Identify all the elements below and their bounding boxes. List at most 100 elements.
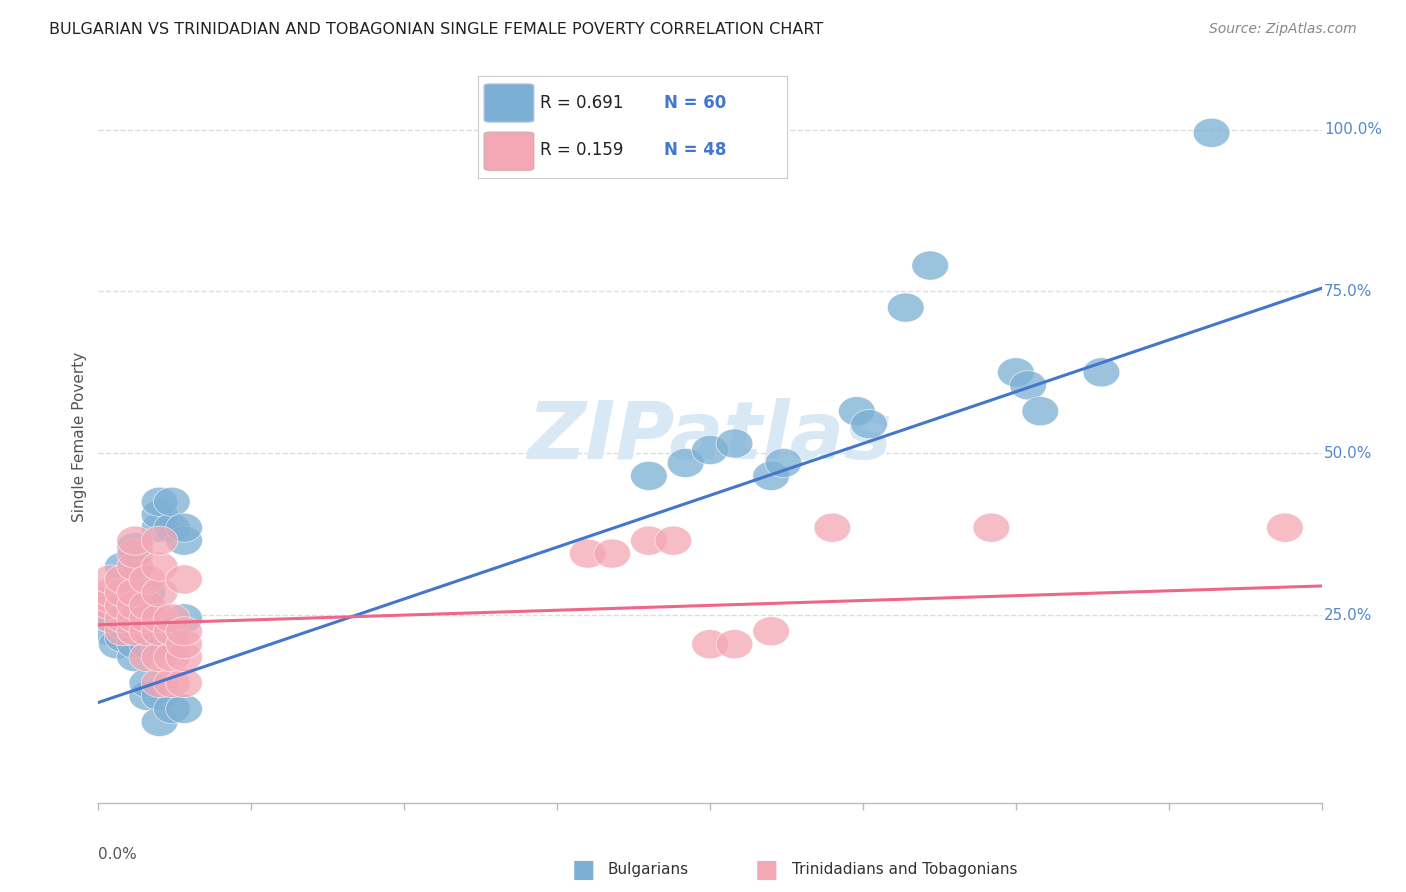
Ellipse shape <box>997 358 1035 387</box>
Ellipse shape <box>166 604 202 633</box>
Ellipse shape <box>141 487 179 516</box>
Ellipse shape <box>117 533 153 562</box>
Ellipse shape <box>141 668 179 698</box>
Ellipse shape <box>141 616 179 646</box>
Ellipse shape <box>141 513 179 542</box>
Ellipse shape <box>153 694 190 723</box>
Ellipse shape <box>104 598 141 626</box>
Ellipse shape <box>141 630 179 659</box>
Ellipse shape <box>630 526 668 555</box>
Ellipse shape <box>1267 513 1303 542</box>
Text: Trinidadians and Tobagonians: Trinidadians and Tobagonians <box>792 863 1017 877</box>
Ellipse shape <box>117 552 153 581</box>
Ellipse shape <box>117 604 153 633</box>
Text: N = 48: N = 48 <box>664 141 725 159</box>
Ellipse shape <box>129 591 166 620</box>
Ellipse shape <box>129 630 166 659</box>
Ellipse shape <box>117 526 153 555</box>
Ellipse shape <box>141 552 179 581</box>
Ellipse shape <box>692 435 728 465</box>
Text: 75.0%: 75.0% <box>1324 284 1372 299</box>
Ellipse shape <box>153 642 190 672</box>
Ellipse shape <box>141 604 179 633</box>
Ellipse shape <box>104 591 141 620</box>
Ellipse shape <box>129 616 166 646</box>
Ellipse shape <box>117 591 153 620</box>
Text: Source: ZipAtlas.com: Source: ZipAtlas.com <box>1209 22 1357 37</box>
Ellipse shape <box>141 681 179 711</box>
Ellipse shape <box>129 578 166 607</box>
Ellipse shape <box>153 616 190 646</box>
Ellipse shape <box>166 694 202 723</box>
Ellipse shape <box>117 578 153 607</box>
Ellipse shape <box>104 624 141 652</box>
Ellipse shape <box>838 397 875 425</box>
Ellipse shape <box>129 642 166 672</box>
Ellipse shape <box>93 584 129 614</box>
Ellipse shape <box>912 251 949 280</box>
Ellipse shape <box>104 565 141 594</box>
Ellipse shape <box>117 578 153 607</box>
Ellipse shape <box>129 616 166 646</box>
Ellipse shape <box>153 630 190 659</box>
Ellipse shape <box>166 616 202 646</box>
Ellipse shape <box>93 591 129 620</box>
FancyBboxPatch shape <box>484 84 534 122</box>
Ellipse shape <box>692 630 728 659</box>
Ellipse shape <box>141 616 179 646</box>
Ellipse shape <box>93 604 129 633</box>
Text: 25.0%: 25.0% <box>1324 607 1372 623</box>
Ellipse shape <box>141 707 179 737</box>
Text: R = 0.691: R = 0.691 <box>540 94 623 112</box>
Ellipse shape <box>166 565 202 594</box>
Ellipse shape <box>129 565 166 594</box>
Text: BULGARIAN VS TRINIDADIAN AND TOBAGONIAN SINGLE FEMALE POVERTY CORRELATION CHART: BULGARIAN VS TRINIDADIAN AND TOBAGONIAN … <box>49 22 824 37</box>
Ellipse shape <box>166 630 202 659</box>
Ellipse shape <box>117 616 153 646</box>
Ellipse shape <box>117 616 153 646</box>
Ellipse shape <box>104 578 141 607</box>
Ellipse shape <box>93 604 129 633</box>
Ellipse shape <box>752 461 790 491</box>
Ellipse shape <box>104 578 141 607</box>
Ellipse shape <box>104 552 141 581</box>
Ellipse shape <box>104 610 141 640</box>
Ellipse shape <box>93 591 129 620</box>
Ellipse shape <box>104 616 141 646</box>
Ellipse shape <box>93 578 129 607</box>
Ellipse shape <box>117 552 153 581</box>
Ellipse shape <box>117 539 153 568</box>
Ellipse shape <box>887 293 924 322</box>
Text: N = 60: N = 60 <box>664 94 725 112</box>
Ellipse shape <box>851 409 887 439</box>
Ellipse shape <box>716 429 752 458</box>
Ellipse shape <box>129 604 166 633</box>
Ellipse shape <box>668 449 704 477</box>
FancyBboxPatch shape <box>484 132 534 170</box>
Ellipse shape <box>104 565 141 594</box>
Ellipse shape <box>141 500 179 529</box>
Ellipse shape <box>117 610 153 640</box>
Ellipse shape <box>1022 397 1059 425</box>
Ellipse shape <box>1083 358 1119 387</box>
Ellipse shape <box>166 642 202 672</box>
Ellipse shape <box>655 526 692 555</box>
Text: R = 0.159: R = 0.159 <box>540 141 623 159</box>
Ellipse shape <box>117 630 153 659</box>
Ellipse shape <box>630 461 668 491</box>
Ellipse shape <box>98 630 135 659</box>
Ellipse shape <box>141 526 179 555</box>
Ellipse shape <box>129 681 166 711</box>
Ellipse shape <box>129 604 166 633</box>
Ellipse shape <box>117 604 153 633</box>
Text: Bulgarians: Bulgarians <box>607 863 689 877</box>
Ellipse shape <box>1194 119 1230 147</box>
Ellipse shape <box>117 642 153 672</box>
Text: ZIPatlas: ZIPatlas <box>527 398 893 476</box>
Ellipse shape <box>153 616 190 646</box>
Text: 0.0%: 0.0% <box>98 847 138 862</box>
Ellipse shape <box>153 487 190 516</box>
Text: ■: ■ <box>572 858 595 881</box>
Ellipse shape <box>166 513 202 542</box>
Ellipse shape <box>141 642 179 672</box>
